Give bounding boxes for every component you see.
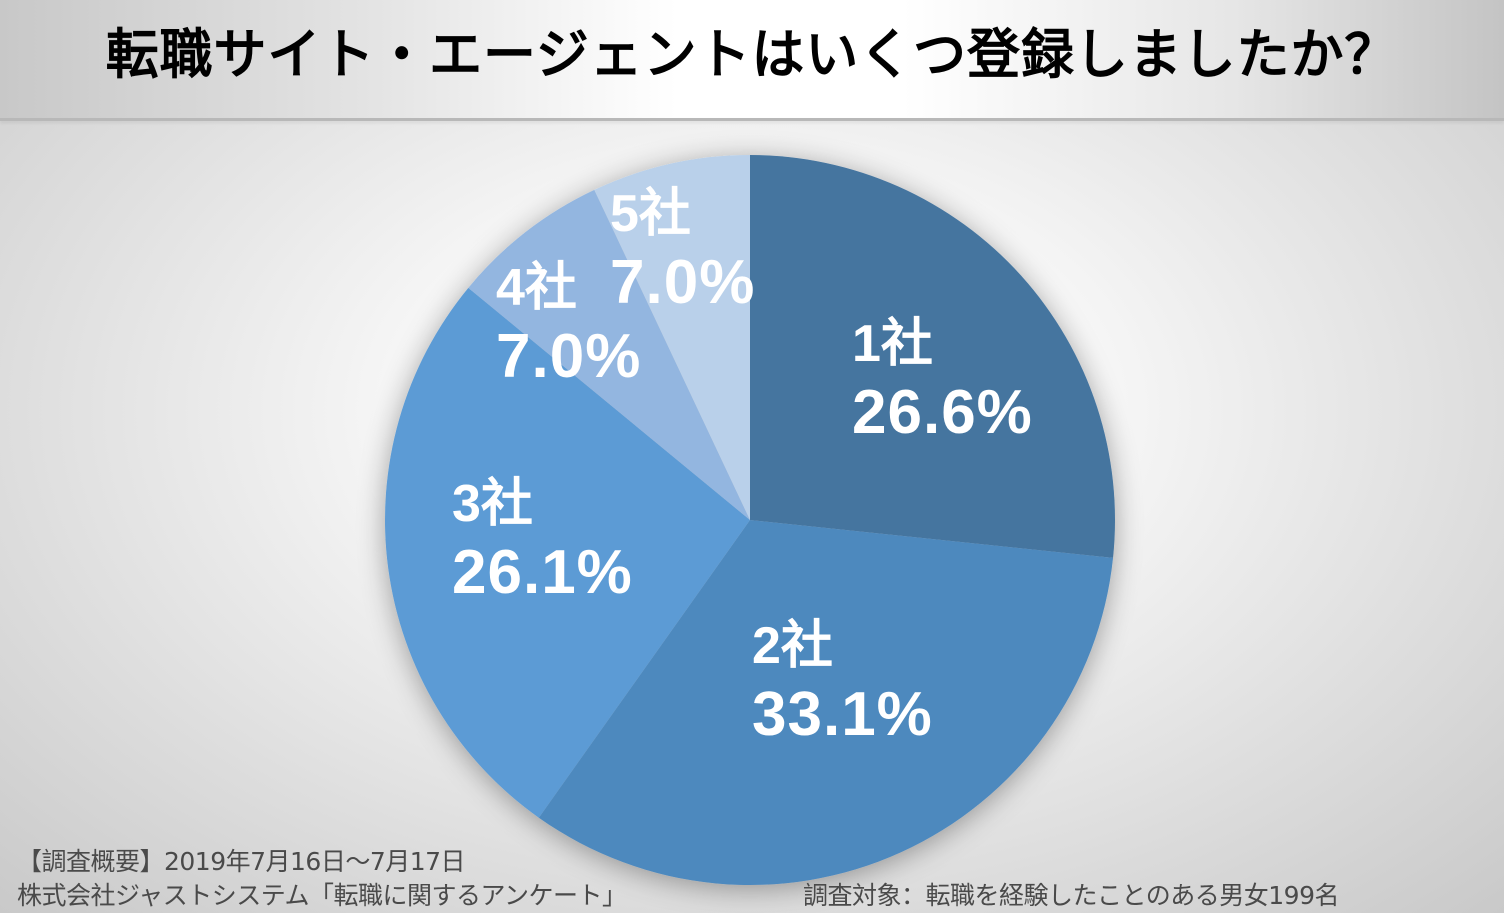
slice-category: 2社 bbox=[752, 617, 833, 675]
survey-respondents: 調査対象：転職を経験したことのある男女199名 bbox=[803, 881, 1339, 910]
slice-category: 1社 bbox=[852, 315, 933, 373]
slice-label-4: 4社 7.0% bbox=[496, 262, 641, 388]
slice-percent: 26.1% bbox=[452, 538, 633, 607]
slice-category: 3社 bbox=[452, 475, 533, 533]
slice-percent: 33.1% bbox=[752, 680, 933, 749]
survey-source: 株式会社ジャストシステム「転職に関するアンケート」 bbox=[17, 881, 627, 910]
slice-percent: 7.0% bbox=[496, 322, 642, 391]
slice-percent: 26.6% bbox=[852, 378, 1033, 447]
slice-label-1: 1社 26.6% bbox=[852, 318, 1033, 444]
slice-category: 5社 bbox=[610, 185, 691, 243]
survey-period: 【調査概要】2019年7月16日～7月17日 bbox=[17, 847, 466, 876]
chart-title: 転職サイト・エージェントはいくつ登録しましたか？ bbox=[105, 23, 1399, 86]
slice-label-2: 2社 33.1% bbox=[752, 620, 933, 746]
title-banner bbox=[0, 0, 1504, 118]
slice-label-3: 3社 26.1% bbox=[452, 478, 633, 604]
pie-slice-1 bbox=[750, 155, 1115, 558]
pie-slice-3 bbox=[385, 287, 750, 818]
pie-slice-5 bbox=[594, 155, 750, 520]
slice-label-5: 5社 7.0% bbox=[610, 188, 755, 314]
pie-slice-2 bbox=[538, 520, 1114, 885]
title-divider bbox=[0, 118, 1504, 121]
slice-category: 4社 bbox=[496, 259, 577, 317]
slice-percent: 7.0% bbox=[610, 248, 756, 317]
pie-slice-4 bbox=[468, 189, 750, 520]
